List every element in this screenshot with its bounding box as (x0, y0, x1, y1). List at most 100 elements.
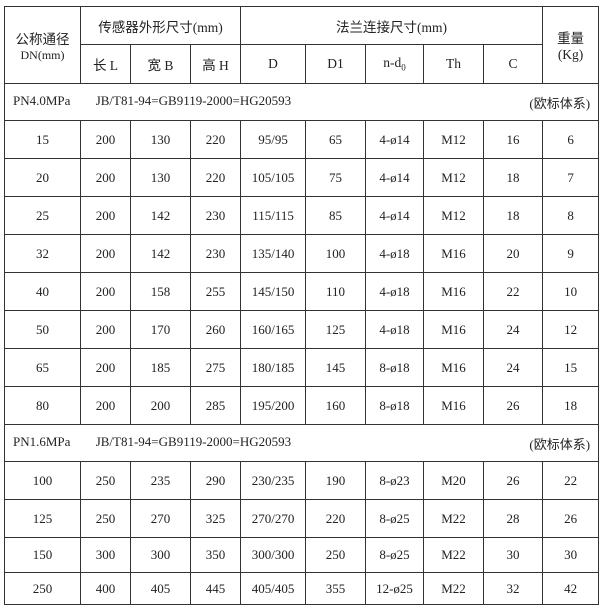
cell-dn: 125 (4, 499, 81, 538)
cell-d1: 75 (305, 158, 367, 197)
table-row: 20 200 130 220 105/105 75 4-ø14 M12 18 7 (4, 158, 600, 197)
cell-length: 250 (80, 499, 131, 538)
col-d: D (240, 44, 307, 84)
cell-dn: 250 (4, 572, 81, 605)
table-row: 40 200 158 255 145/150 110 4-ø18 M16 22 10 (4, 272, 600, 311)
cell-height: 285 (189, 386, 242, 425)
cell-length: 200 (80, 272, 131, 311)
cell-length: 200 (80, 386, 131, 425)
cell-dn: 80 (4, 386, 81, 425)
col-d1: D1 (305, 44, 367, 84)
col-c: C (483, 44, 544, 84)
cell-d: 160/165 (240, 310, 307, 349)
cell-height: 220 (189, 120, 242, 159)
cell-weight: 22 (542, 461, 600, 500)
cell-n-d0: 4-ø14 (365, 120, 425, 159)
cell-n-d0: 4-ø18 (365, 310, 425, 349)
sensor-dimensions-header: 传感器外形尺寸(mm) (79, 6, 242, 45)
dn-header: 公称通径 DN(mm) (4, 6, 81, 84)
cell-d1: 190 (305, 461, 367, 500)
cell-width: 185 (130, 348, 191, 387)
cell-c: 18 (483, 196, 544, 235)
cell-th: M12 (423, 158, 485, 197)
cell-dn: 15 (4, 120, 81, 159)
cell-width: 200 (130, 386, 191, 425)
weight-header: 重量 (Kg) (542, 6, 600, 84)
cell-d: 300/300 (240, 537, 307, 573)
cell-dn: 32 (4, 234, 81, 273)
cell-length: 200 (80, 348, 131, 387)
cell-c: 26 (483, 386, 544, 425)
cell-dn: 65 (4, 348, 81, 387)
cell-d: 270/270 (240, 499, 307, 538)
cell-c: 24 (483, 348, 544, 387)
table-row: 80 200 200 285 195/200 160 8-ø18 M16 26 18 (4, 386, 600, 425)
cell-d1: 160 (305, 386, 367, 425)
cell-height: 230 (189, 196, 242, 235)
col-n-d0: n-d0 (365, 44, 425, 84)
dn-label: 公称通径 (15, 31, 70, 47)
cell-d: 405/405 (240, 572, 307, 605)
cell-weight: 8 (542, 196, 600, 235)
section-header: PN1.6MPa JB/T81-94=GB9119-2000=HG20593 (… (3, 424, 600, 462)
table-row: 100 250 235 290 230/235 190 8-ø23 M20 26 22 (4, 461, 600, 500)
cell-th: M12 (423, 120, 485, 159)
cell-weight: 26 (542, 499, 600, 538)
weight-unit: (Kg) (557, 47, 584, 62)
flange-dimensions-header: 法兰连接尺寸(mm) (240, 6, 544, 45)
cell-dn: 25 (4, 196, 81, 235)
cell-weight: 9 (542, 234, 600, 273)
cell-height: 260 (189, 310, 242, 349)
cell-d1: 355 (305, 572, 367, 605)
section-header: PN4.0MPa JB/T81-94=GB9119-2000=HG20593 (… (3, 83, 600, 121)
cell-th: M16 (423, 310, 485, 349)
table-row: 15 200 130 220 95/95 65 4-ø14 M12 16 6 (4, 120, 600, 159)
table-row: 150 300 300 350 300/300 250 8-ø25 M22 30 30 (4, 537, 600, 573)
cell-c: 16 (483, 120, 544, 159)
cell-width: 130 (130, 158, 191, 197)
cell-d1: 85 (305, 196, 367, 235)
cell-d1: 250 (305, 537, 367, 573)
cell-n-d0: 8-ø18 (365, 348, 425, 387)
cell-dn: 50 (4, 310, 81, 349)
cell-weight: 10 (542, 272, 600, 311)
cell-weight: 18 (542, 386, 600, 425)
col-n-d0-label: n-d (383, 55, 402, 71)
table-row: 50 200 170 260 160/165 125 4-ø18 M16 24 12 (4, 310, 600, 349)
table-row: 25 200 142 230 115/115 85 4-ø14 M12 18 8 (4, 196, 600, 235)
cell-c: 20 (483, 234, 544, 273)
cell-dn: 20 (4, 158, 81, 197)
table-row: 250 400 405 445 405/405 355 12-ø25 M22 32 42 (4, 572, 600, 605)
cell-th: M16 (423, 386, 485, 425)
cell-d: 115/115 (240, 196, 307, 235)
cell-width: 170 (130, 310, 191, 349)
standard-code: JB/T81-94=GB9119-2000=HG20593 (95, 92, 292, 108)
cell-width: 142 (130, 234, 191, 273)
cell-height: 290 (189, 461, 242, 500)
cell-c: 28 (483, 499, 544, 538)
cell-length: 400 (80, 572, 131, 605)
cell-width: 300 (130, 537, 191, 573)
cell-n-d0: 8-ø18 (365, 386, 425, 425)
cell-th: M16 (423, 272, 485, 311)
cell-th: M12 (423, 196, 485, 235)
cell-height: 445 (189, 572, 242, 605)
col-height: 高 H (189, 44, 242, 84)
cell-height: 255 (189, 272, 242, 311)
cell-d: 105/105 (240, 158, 307, 197)
cell-width: 405 (130, 572, 191, 605)
cell-height: 230 (189, 234, 242, 273)
col-width: 宽 B (130, 44, 191, 84)
cell-d1: 125 (305, 310, 367, 349)
cell-n-d0: 4-ø14 (365, 196, 425, 235)
cell-length: 200 (80, 234, 131, 273)
cell-height: 220 (189, 158, 242, 197)
cell-weight: 6 (542, 120, 600, 159)
cell-c: 32 (483, 572, 544, 605)
cell-n-d0: 8-ø23 (365, 461, 425, 500)
cell-d: 180/185 (240, 348, 307, 387)
standard-code: JB/T81-94=GB9119-2000=HG20593 (95, 433, 292, 449)
cell-d: 135/140 (240, 234, 307, 273)
col-n-d0-subscript: 0 (401, 62, 406, 73)
cell-height: 350 (189, 537, 242, 573)
